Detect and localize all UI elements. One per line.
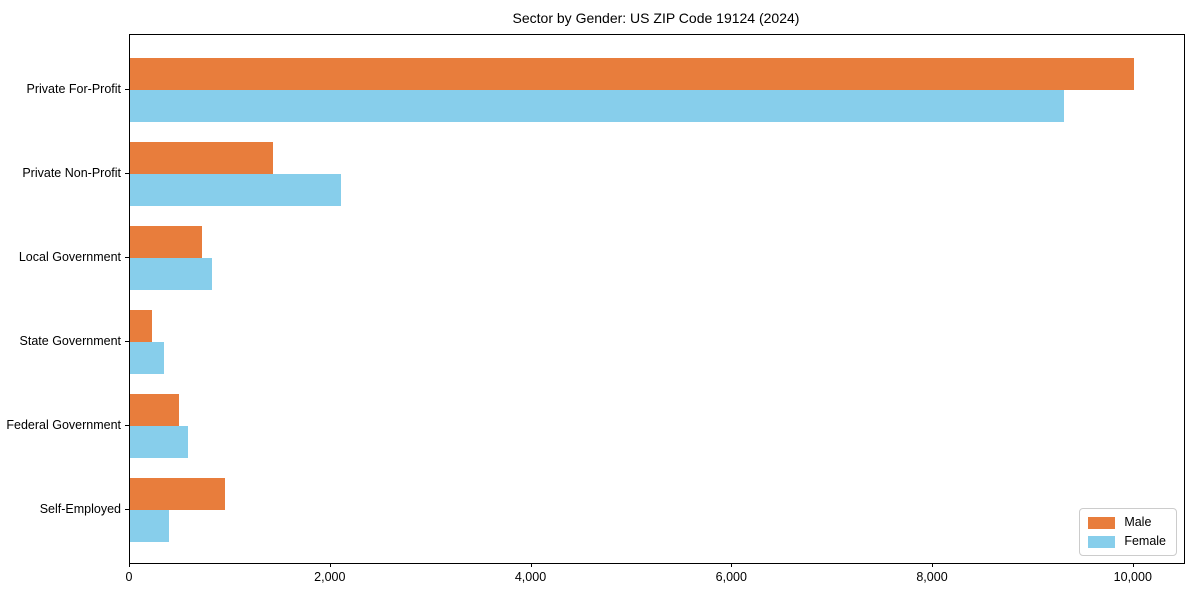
bar-male-4: [130, 310, 152, 342]
bar-female-6: [130, 510, 170, 542]
bar-male-6: [130, 478, 226, 510]
x-tick-mark: [731, 563, 733, 567]
chart-title: Sector by Gender: US ZIP Code 19124 (202…: [512, 10, 800, 26]
y-tick-label: Federal Government: [6, 418, 121, 432]
x-tick-label: 2,000: [314, 570, 346, 584]
legend-item-female: Female: [1088, 535, 1166, 548]
legend-label-female: Female: [1124, 534, 1166, 548]
x-tick-mark: [329, 563, 331, 567]
bar-female-4: [130, 342, 165, 374]
bar-male-1: [130, 58, 1134, 90]
y-tick-label: Local Government: [18, 250, 121, 264]
y-tick-mark: [125, 89, 129, 90]
bar-male-3: [130, 226, 203, 258]
legend-swatch-male: [1088, 516, 1116, 529]
bar-female-1: [130, 90, 1064, 122]
y-tick-label: Private Non-Profit: [22, 166, 121, 180]
y-tick-mark: [125, 509, 129, 510]
x-tick-mark: [530, 563, 532, 567]
legend-item-male: Male: [1088, 516, 1166, 529]
y-tick-mark: [125, 257, 129, 258]
y-tick-mark: [125, 173, 129, 174]
y-tick-mark: [125, 425, 129, 426]
y-tick-label: Private For-Profit: [26, 82, 121, 96]
bar-male-5: [130, 394, 179, 426]
x-tick-mark: [932, 563, 933, 567]
x-tick-mark: [1132, 563, 1134, 567]
x-tick-label: 10,000: [1113, 570, 1152, 584]
plot-area: Male Female: [129, 34, 1185, 564]
x-tick-label: 0: [125, 570, 133, 584]
bar-female-2: [130, 174, 341, 206]
legend-label-male: Male: [1124, 515, 1152, 529]
legend-swatch-female: [1088, 535, 1116, 548]
x-tick-label: 4,000: [514, 570, 547, 584]
y-tick-label: State Government: [19, 334, 121, 348]
legend: Male Female: [1079, 508, 1177, 556]
bar-male-2: [130, 142, 273, 174]
bar-female-3: [130, 258, 213, 290]
x-tick-label: 6,000: [715, 570, 747, 584]
y-tick-mark: [125, 341, 129, 342]
x-tick-label: 8,000: [916, 570, 948, 584]
x-tick-mark: [129, 563, 130, 567]
bar-female-5: [130, 426, 189, 458]
y-tick-label: Self-Employed: [39, 502, 121, 516]
